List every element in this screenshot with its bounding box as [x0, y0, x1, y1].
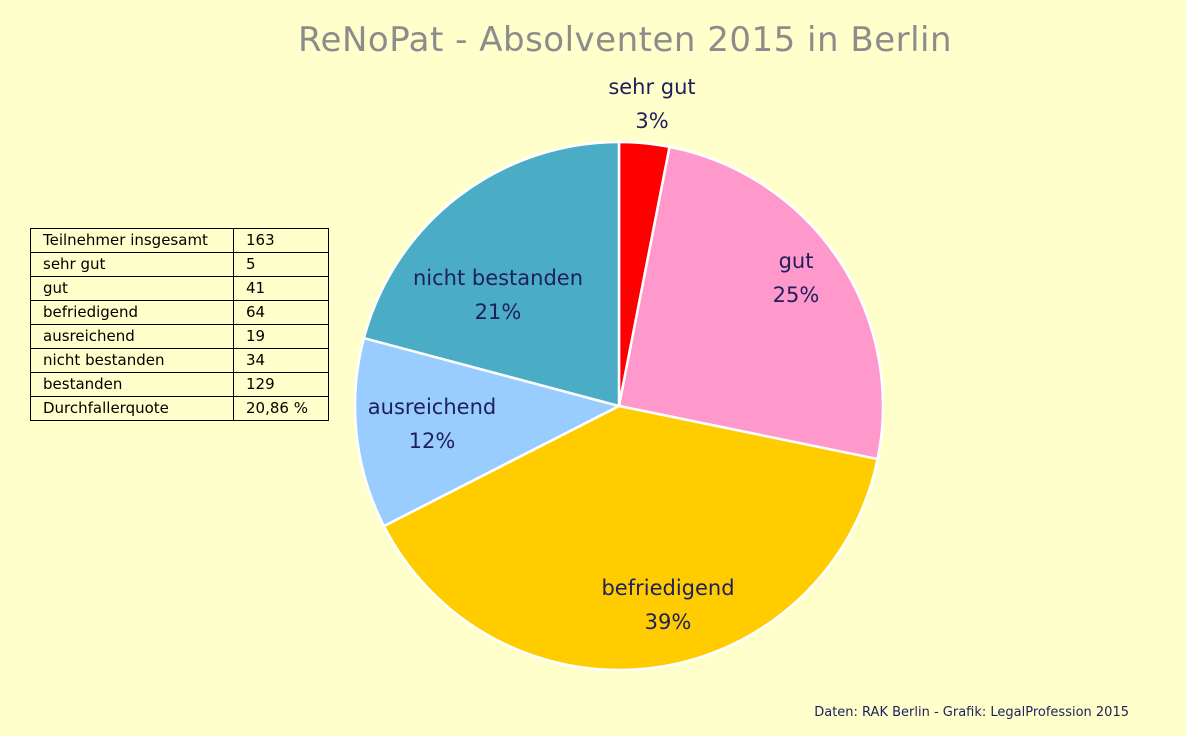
pie-slice-gut	[617, 145, 885, 461]
slice-percent-label: 21%	[475, 300, 522, 324]
table-cell-value: 64	[233, 300, 329, 325]
slice-label: sehr gut	[608, 75, 695, 99]
table-row: Teilnehmer insgesamt 163	[30, 228, 329, 253]
table-cell-value: 20,86 %	[233, 396, 329, 421]
table-cell-value: 19	[233, 324, 329, 349]
table-cell-value: 34	[233, 348, 329, 373]
slice-percent-label: 3%	[635, 109, 668, 133]
slice-label: gut	[779, 249, 814, 273]
slice-percent-label: 12%	[409, 429, 456, 453]
slice-label: befriedigend	[601, 576, 734, 600]
table-cell-value: 163	[233, 228, 329, 253]
pie-slice-befriedigend	[382, 404, 880, 672]
pie-slice-nicht-bestanden	[362, 140, 621, 408]
slice-percent-label: 25%	[773, 283, 820, 307]
stats-table: Teilnehmer insgesamt 163 sehr gut 5 gut …	[30, 228, 329, 421]
slice-percent-label: 39%	[645, 610, 692, 634]
table-cell-label: sehr gut	[30, 252, 234, 277]
source-note: Daten: RAK Berlin - Grafik: LegalProfess…	[814, 705, 1129, 720]
chart-title: ReNoPat - Absolventen 2015 in Berlin	[297, 20, 953, 60]
table-row: befriedigend 64	[30, 300, 329, 325]
table-row: Durchfallerquote 20,86 %	[30, 396, 329, 421]
table-cell-value: 129	[233, 372, 329, 397]
table-row: nicht bestanden 34	[30, 348, 329, 373]
slice-label: nicht bestanden	[413, 266, 583, 290]
slice-label: ausreichend	[368, 395, 496, 419]
table-cell-label: Durchfallerquote	[30, 396, 234, 421]
table-cell-label: Teilnehmer insgesamt	[30, 228, 234, 253]
table-cell-label: nicht bestanden	[30, 348, 234, 373]
pie-slice-ausreichend	[353, 336, 623, 528]
table-cell-label: befriedigend	[30, 300, 234, 325]
